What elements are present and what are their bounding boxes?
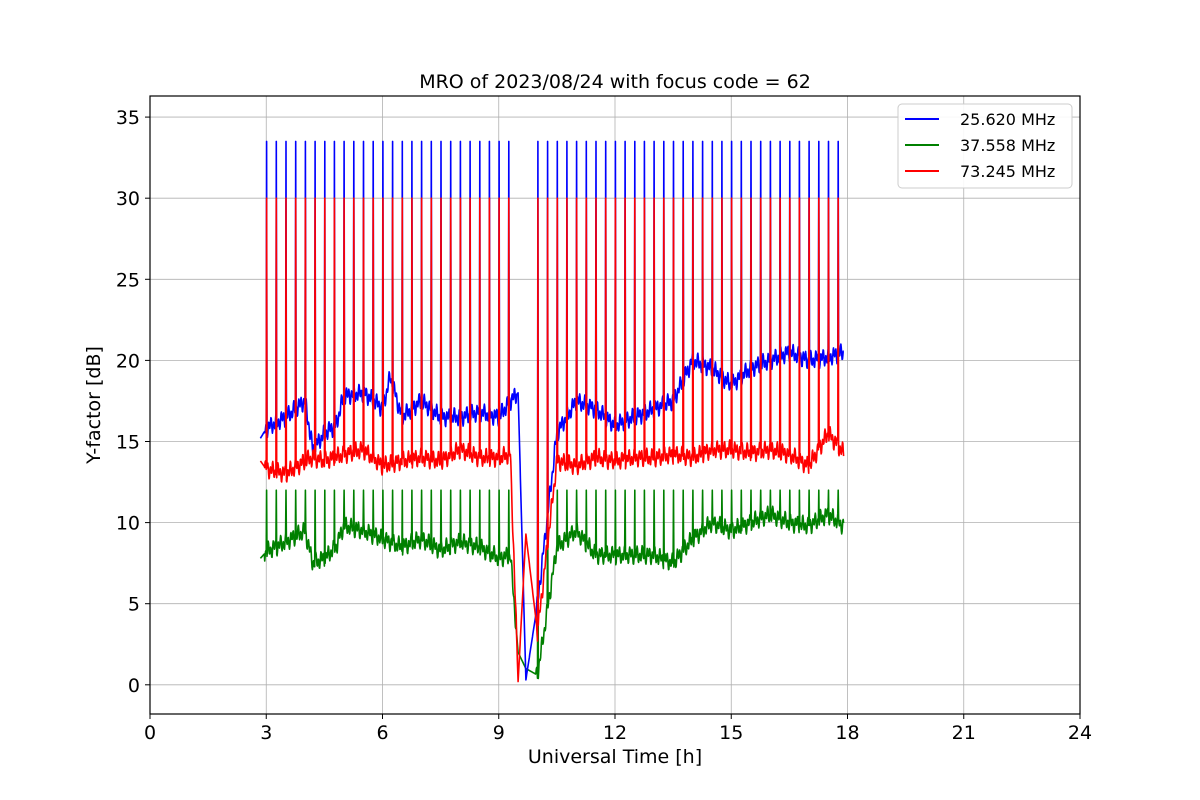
x-tick-label: 3 xyxy=(260,722,272,744)
y-axis: 0 5 10 15 20 25 30 35 xyxy=(116,107,150,697)
legend-label: 25.620 MHz xyxy=(960,110,1055,129)
y-tick-label: 25 xyxy=(116,269,140,291)
x-axis: 0 3 6 9 12 15 18 21 24 xyxy=(144,714,1092,744)
x-tick-label: 21 xyxy=(952,722,976,744)
x-tick-label: 6 xyxy=(376,722,388,744)
x-tick-label: 24 xyxy=(1068,722,1092,744)
x-tick-label: 15 xyxy=(719,722,743,744)
series-line xyxy=(259,489,845,680)
x-tick-label: 0 xyxy=(144,722,156,744)
x-tick-label: 9 xyxy=(493,722,505,744)
y-tick-label: 15 xyxy=(116,431,140,453)
series-line xyxy=(259,197,845,683)
y-tick-label: 10 xyxy=(116,513,140,535)
chart-title: MRO of 2023/08/24 with focus code = 62 xyxy=(419,71,811,93)
y-tick-label: 0 xyxy=(128,675,140,697)
y-tick-label: 30 xyxy=(116,188,140,210)
y-tick-label: 20 xyxy=(116,350,140,372)
series-line xyxy=(259,140,844,681)
legend-label: 37.558 MHz xyxy=(960,136,1055,155)
y-tick-label: 35 xyxy=(116,107,140,129)
y-axis-label: Y-factor [dB] xyxy=(83,346,105,465)
y-tick-label: 5 xyxy=(128,594,140,616)
legend: 25.620 MHz 37.558 MHz 73.245 MHz xyxy=(897,103,1073,189)
x-axis-label: Universal Time [h] xyxy=(528,746,702,768)
x-tick-label: 18 xyxy=(835,722,859,744)
legend-label: 73.245 MHz xyxy=(960,162,1055,181)
series-layer xyxy=(259,140,845,683)
x-tick-label: 12 xyxy=(603,722,627,744)
legend-box xyxy=(897,103,1073,189)
